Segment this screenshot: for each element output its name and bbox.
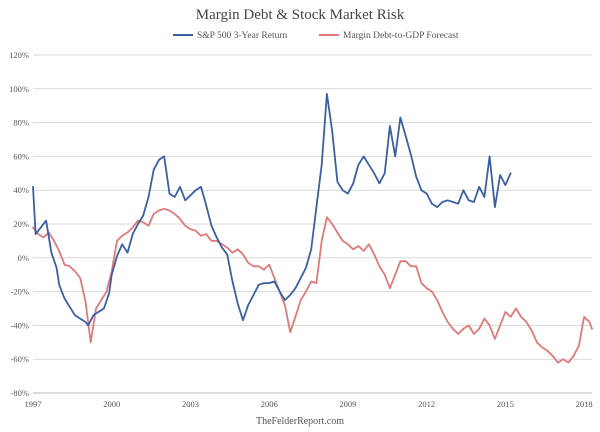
x-tick-label: 2006 xyxy=(261,399,278,409)
x-tick-label: 2012 xyxy=(418,399,435,409)
y-tick-label: -60% xyxy=(11,354,29,364)
series-line-margin-debt xyxy=(32,207,593,364)
x-tick-label: 2009 xyxy=(339,399,356,409)
y-tick-label: 60% xyxy=(13,151,29,161)
y-tick-label: 0% xyxy=(18,253,29,263)
y-axis: -80% -60% -40% -20% 0% 20% 40% 60% 80% 100% 120% xyxy=(9,50,29,398)
chart-title: Margin Debt & Stock Market Risk xyxy=(196,7,405,23)
series-layer xyxy=(32,93,593,364)
legend-label-margin-debt: Margin Debt-to-GDP Forecast xyxy=(343,31,459,41)
x-tick-label: 2015 xyxy=(497,399,514,409)
x-tick-label: 2000 xyxy=(103,399,120,409)
y-tick-label: -80% xyxy=(11,388,29,398)
series-line-sp500 xyxy=(32,93,512,327)
y-tick-label: 100% xyxy=(9,84,29,94)
legend-label-sp500: S&P 500 3-Year Return xyxy=(197,31,288,41)
x-axis: 1997 2000 2003 2006 2009 2012 2015 2018 xyxy=(25,392,593,409)
y-tick-label: -40% xyxy=(11,320,29,330)
y-tick-label: 80% xyxy=(13,118,29,128)
y-tick-label: 40% xyxy=(13,185,29,195)
legend: S&P 500 3-Year Return Margin Debt-to-GDP… xyxy=(173,31,459,41)
gridlines xyxy=(33,54,592,394)
y-tick-label: 20% xyxy=(13,219,29,229)
x-tick-label: 1997 xyxy=(25,399,42,409)
y-tick-label: -20% xyxy=(11,287,29,297)
y-tick-label: 120% xyxy=(9,50,29,60)
x-tick-label: 2003 xyxy=(182,399,199,409)
x-tick-label: 2018 xyxy=(576,399,593,409)
chart-footer: TheFelderReport.com xyxy=(256,416,344,427)
